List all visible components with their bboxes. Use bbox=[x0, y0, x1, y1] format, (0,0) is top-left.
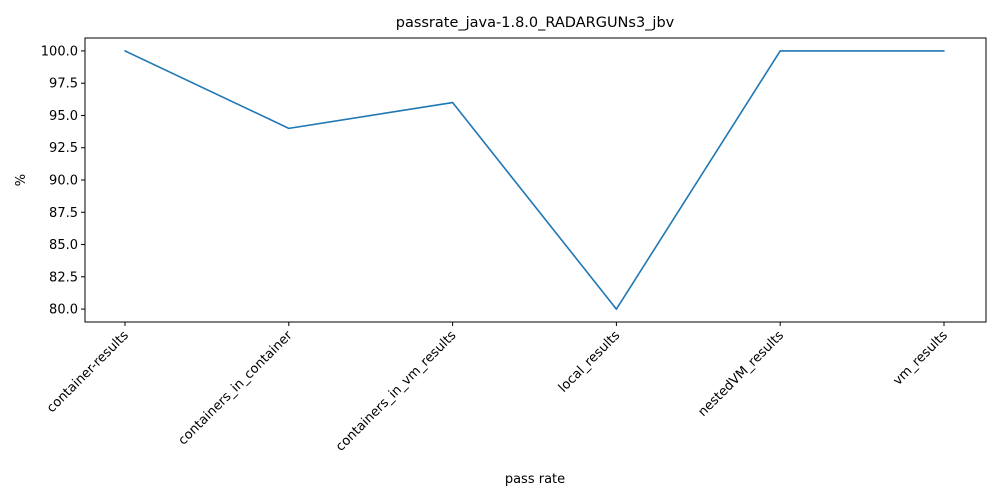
y-tick-label: 95.0 bbox=[49, 109, 78, 124]
x-tick-label: containers_in_vm_results bbox=[333, 328, 459, 454]
data-point bbox=[288, 127, 290, 130]
plot-area: 80.0 82.5 85.0 87.5 90.0 92.5 95.0 97.5 100.0 con… bbox=[41, 37, 987, 455]
x-tick-label: nestedVM_results bbox=[695, 328, 787, 420]
y-tick-label: 100.0 bbox=[41, 44, 78, 59]
axes-frame bbox=[84, 37, 987, 323]
data-point bbox=[943, 50, 945, 52]
y-tick-label: 82.5 bbox=[49, 270, 78, 285]
data-point bbox=[779, 50, 781, 52]
y-tick-label: 85.0 bbox=[49, 238, 78, 253]
y-tick-label: 92.5 bbox=[49, 141, 78, 156]
x-tick-label: local_results bbox=[556, 328, 624, 396]
data-point bbox=[615, 308, 618, 310]
x-axis-label: pass rate bbox=[505, 472, 565, 487]
data-point bbox=[124, 50, 126, 52]
y-tick-label: 90.0 bbox=[49, 174, 78, 189]
x-tick-label: containers_in_container bbox=[176, 328, 297, 449]
y-axis-label: % bbox=[14, 174, 29, 186]
series-line bbox=[124, 50, 944, 310]
data-point bbox=[451, 101, 454, 104]
y-tick-label: 80.0 bbox=[49, 303, 78, 318]
x-tick-label: container-results bbox=[44, 328, 132, 416]
x-tick-label: vm_results bbox=[890, 328, 951, 389]
y-tick-label: 87.5 bbox=[49, 206, 78, 221]
chart-title: passrate_java-1.8.0_RADARGUNs3_jbv bbox=[396, 15, 675, 31]
y-tick-label: 97.5 bbox=[49, 77, 78, 92]
